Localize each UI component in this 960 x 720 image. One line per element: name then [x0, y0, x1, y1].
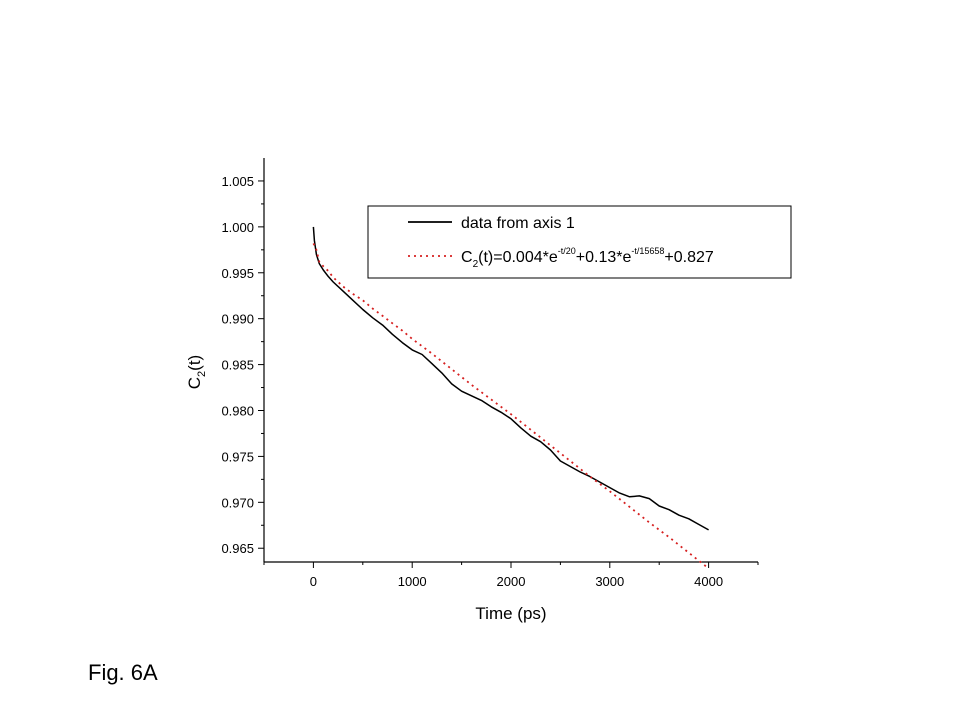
y-tick-label: 0.970	[221, 495, 254, 510]
y-axis-ticks: 0.965 0.970 0.975 0.980 0.985 0.990 0.995 1.000…	[221, 174, 264, 556]
legend-label-data: data from axis 1	[461, 215, 575, 232]
figure-caption: Fig. 6A	[88, 660, 158, 685]
y-tick-label: 0.985	[221, 358, 254, 373]
y-tick-label: 1.000	[221, 220, 254, 235]
series-line-fit	[312, 242, 710, 570]
legend: data from axis 1 C2(t)=0.004*e-t/20+0.13…	[367, 205, 792, 279]
y-tick-label: 0.965	[221, 541, 254, 556]
series-layer	[312, 226, 710, 570]
x-axis-ticks: 0 1000 2000 3000 4000	[263, 562, 759, 589]
y-tick-label: 0.995	[221, 266, 254, 281]
series-line-data	[312, 226, 709, 531]
x-tick-label: 1000	[398, 574, 427, 589]
y-tick-label: 0.980	[221, 404, 254, 419]
x-tick-label: 4000	[694, 574, 723, 589]
x-tick-label: 2000	[497, 574, 526, 589]
x-tick-label: 0	[310, 574, 317, 589]
y-axis-title: C2(t)	[185, 355, 208, 389]
legend-label-fit: C2(t)=0.004*e-t/20+0.13*e-t/15658+0.827	[461, 246, 714, 270]
y-tick-label: 1.005	[221, 174, 254, 189]
y-tick-label: 0.990	[221, 312, 254, 327]
y-tick-label: 0.975	[221, 449, 254, 464]
x-tick-label: 3000	[595, 574, 624, 589]
x-axis-title: Time (ps)	[475, 604, 546, 623]
legend-box	[367, 205, 792, 279]
